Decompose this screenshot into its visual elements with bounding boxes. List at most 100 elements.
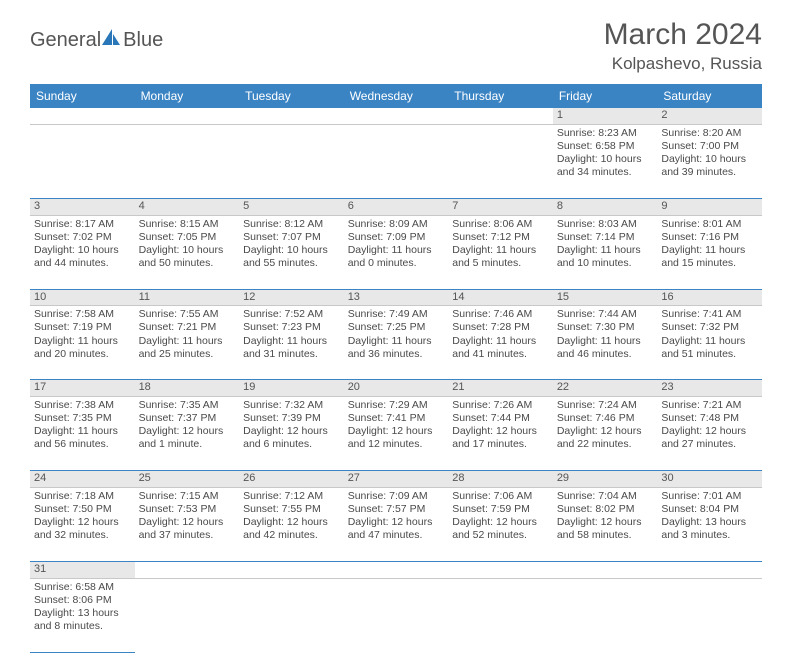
day-header: Tuesday bbox=[239, 84, 344, 108]
info-row: Sunrise: 7:18 AMSunset: 7:50 PMDaylight:… bbox=[30, 487, 762, 561]
cell-line-d2: and 3 minutes. bbox=[661, 529, 758, 542]
cell-line-sr: Sunrise: 7:15 AM bbox=[139, 490, 236, 503]
cell-line-sr: Sunrise: 7:06 AM bbox=[452, 490, 549, 503]
cell-line-ss: Sunset: 7:32 PM bbox=[661, 321, 758, 334]
cell-line-d2: and 10 minutes. bbox=[557, 257, 654, 270]
info-row: Sunrise: 6:58 AMSunset: 8:06 PMDaylight:… bbox=[30, 578, 762, 652]
calendar-table: Sunday Monday Tuesday Wednesday Thursday… bbox=[30, 84, 762, 653]
cell-line-sr: Sunrise: 8:06 AM bbox=[452, 218, 549, 231]
cell-line-sr: Sunrise: 7:29 AM bbox=[348, 399, 445, 412]
day-number: 27 bbox=[344, 471, 449, 488]
day-header: Thursday bbox=[448, 84, 553, 108]
cell-line-ss: Sunset: 7:41 PM bbox=[348, 412, 445, 425]
day-number: 15 bbox=[553, 289, 658, 306]
cell-line-ss: Sunset: 7:37 PM bbox=[139, 412, 236, 425]
cell-line-d1: Daylight: 11 hours bbox=[139, 335, 236, 348]
cell-line-ss: Sunset: 8:04 PM bbox=[661, 503, 758, 516]
day-info: Sunrise: 8:09 AMSunset: 7:09 PMDaylight:… bbox=[344, 215, 449, 289]
cell-line-ss: Sunset: 7:16 PM bbox=[661, 231, 758, 244]
calendar-body: 12Sunrise: 8:23 AMSunset: 6:58 PMDayligh… bbox=[30, 108, 762, 652]
cell-line-d2: and 55 minutes. bbox=[243, 257, 340, 270]
cell-line-d2: and 22 minutes. bbox=[557, 438, 654, 451]
day-number: 23 bbox=[657, 380, 762, 397]
day-number: 9 bbox=[657, 198, 762, 215]
cell-line-sr: Sunrise: 8:17 AM bbox=[34, 218, 131, 231]
day-info: Sunrise: 8:23 AMSunset: 6:58 PMDaylight:… bbox=[553, 124, 658, 198]
day-number: 31 bbox=[30, 561, 135, 578]
day-number: 30 bbox=[657, 471, 762, 488]
day-header: Sunday bbox=[30, 84, 135, 108]
day-info: Sunrise: 7:35 AMSunset: 7:37 PMDaylight:… bbox=[135, 397, 240, 471]
cell-line-ss: Sunset: 7:50 PM bbox=[34, 503, 131, 516]
day-number bbox=[448, 108, 553, 124]
day-number: 17 bbox=[30, 380, 135, 397]
cell-line-d2: and 6 minutes. bbox=[243, 438, 340, 451]
cell-line-d2: and 39 minutes. bbox=[661, 166, 758, 179]
day-info: Sunrise: 7:12 AMSunset: 7:55 PMDaylight:… bbox=[239, 487, 344, 561]
cell-line-d1: Daylight: 12 hours bbox=[34, 516, 131, 529]
cell-line-ss: Sunset: 6:58 PM bbox=[557, 140, 654, 153]
cell-line-sr: Sunrise: 7:58 AM bbox=[34, 308, 131, 321]
cell-line-sr: Sunrise: 7:52 AM bbox=[243, 308, 340, 321]
cell-line-d1: Daylight: 11 hours bbox=[557, 244, 654, 257]
cell-line-d1: Daylight: 11 hours bbox=[452, 244, 549, 257]
day-number bbox=[135, 108, 240, 124]
cell-line-ss: Sunset: 7:21 PM bbox=[139, 321, 236, 334]
day-info: Sunrise: 7:29 AMSunset: 7:41 PMDaylight:… bbox=[344, 397, 449, 471]
cell-line-d1: Daylight: 13 hours bbox=[661, 516, 758, 529]
day-info: Sunrise: 7:41 AMSunset: 7:32 PMDaylight:… bbox=[657, 306, 762, 380]
day-number: 2 bbox=[657, 108, 762, 124]
day-number: 12 bbox=[239, 289, 344, 306]
cell-line-ss: Sunset: 7:30 PM bbox=[557, 321, 654, 334]
day-info: Sunrise: 7:38 AMSunset: 7:35 PMDaylight:… bbox=[30, 397, 135, 471]
day-number: 16 bbox=[657, 289, 762, 306]
cell-line-sr: Sunrise: 8:20 AM bbox=[661, 127, 758, 140]
day-info: Sunrise: 8:06 AMSunset: 7:12 PMDaylight:… bbox=[448, 215, 553, 289]
cell-line-sr: Sunrise: 7:09 AM bbox=[348, 490, 445, 503]
cell-line-d2: and 37 minutes. bbox=[139, 529, 236, 542]
cell-line-sr: Sunrise: 7:55 AM bbox=[139, 308, 236, 321]
cell-line-d1: Daylight: 12 hours bbox=[557, 425, 654, 438]
cell-line-sr: Sunrise: 8:03 AM bbox=[557, 218, 654, 231]
cell-line-sr: Sunrise: 7:32 AM bbox=[243, 399, 340, 412]
cell-line-sr: Sunrise: 7:12 AM bbox=[243, 490, 340, 503]
day-number bbox=[448, 561, 553, 578]
cell-line-d1: Daylight: 12 hours bbox=[452, 425, 549, 438]
cell-line-d2: and 20 minutes. bbox=[34, 348, 131, 361]
cell-line-d2: and 27 minutes. bbox=[661, 438, 758, 451]
cell-line-d2: and 5 minutes. bbox=[452, 257, 549, 270]
cell-line-d2: and 44 minutes. bbox=[34, 257, 131, 270]
day-number: 14 bbox=[448, 289, 553, 306]
day-info: Sunrise: 7:24 AMSunset: 7:46 PMDaylight:… bbox=[553, 397, 658, 471]
day-number: 21 bbox=[448, 380, 553, 397]
cell-line-d2: and 12 minutes. bbox=[348, 438, 445, 451]
cell-line-d1: Daylight: 11 hours bbox=[348, 244, 445, 257]
cell-line-d1: Daylight: 10 hours bbox=[139, 244, 236, 257]
day-number: 1 bbox=[553, 108, 658, 124]
day-info: Sunrise: 7:46 AMSunset: 7:28 PMDaylight:… bbox=[448, 306, 553, 380]
day-number: 6 bbox=[344, 198, 449, 215]
cell-line-ss: Sunset: 7:55 PM bbox=[243, 503, 340, 516]
day-info bbox=[239, 124, 344, 198]
day-info bbox=[657, 578, 762, 652]
cell-line-d2: and 17 minutes. bbox=[452, 438, 549, 451]
logo-text-general: General bbox=[30, 29, 101, 51]
day-number: 26 bbox=[239, 471, 344, 488]
cell-line-d1: Daylight: 12 hours bbox=[243, 516, 340, 529]
day-header: Wednesday bbox=[344, 84, 449, 108]
day-number bbox=[30, 108, 135, 124]
cell-line-d1: Daylight: 12 hours bbox=[348, 516, 445, 529]
cell-line-d1: Daylight: 11 hours bbox=[34, 335, 131, 348]
cell-line-d1: Daylight: 12 hours bbox=[452, 516, 549, 529]
logo-text-blue: Blue bbox=[123, 29, 163, 52]
day-number: 19 bbox=[239, 380, 344, 397]
cell-line-d2: and 56 minutes. bbox=[34, 438, 131, 451]
cell-line-sr: Sunrise: 8:15 AM bbox=[139, 218, 236, 231]
cell-line-d2: and 50 minutes. bbox=[139, 257, 236, 270]
cell-line-d1: Daylight: 12 hours bbox=[348, 425, 445, 438]
day-number bbox=[344, 561, 449, 578]
cell-line-d2: and 1 minute. bbox=[139, 438, 236, 451]
sail-icon bbox=[101, 28, 121, 46]
daynum-row: 31 bbox=[30, 561, 762, 578]
cell-line-ss: Sunset: 7:46 PM bbox=[557, 412, 654, 425]
